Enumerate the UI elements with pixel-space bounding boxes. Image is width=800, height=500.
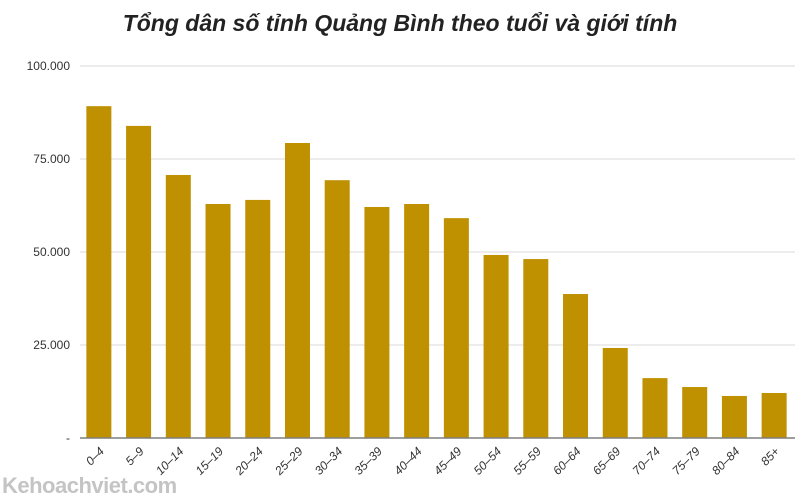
- x-tick-label: 5–9: [123, 444, 147, 468]
- x-tick-label: 70–74: [630, 444, 664, 478]
- x-tick-label: 25–29: [271, 444, 305, 478]
- x-tick-label: 15–19: [193, 444, 227, 478]
- bar: [721, 395, 747, 438]
- x-tick-label: 50–54: [471, 444, 505, 478]
- bar: [324, 180, 350, 439]
- y-tick-label: -: [66, 431, 70, 445]
- x-tick-label: 35–39: [352, 444, 386, 478]
- y-tick-label: 50.000: [33, 245, 70, 259]
- bar: [523, 259, 549, 438]
- bar: [642, 378, 668, 438]
- x-tick-label: 20–24: [232, 444, 266, 478]
- bar: [86, 106, 112, 439]
- x-tick-label: 85+: [758, 444, 782, 468]
- y-tick-label: 100.000: [27, 59, 71, 73]
- bar: [245, 199, 271, 438]
- bar: [284, 143, 310, 438]
- x-tick-label: 65–69: [590, 444, 624, 478]
- bar: [364, 206, 390, 438]
- bar: [404, 204, 430, 438]
- x-tick-label: 80–84: [709, 444, 743, 478]
- chart-title: Tổng dân số tỉnh Quảng Bình theo tuổi và…: [122, 10, 678, 36]
- bar: [602, 347, 628, 438]
- bar: [443, 218, 469, 438]
- bar: [761, 392, 787, 438]
- x-tick-label: 0–4: [83, 444, 107, 468]
- y-tick-label: 75.000: [33, 152, 70, 166]
- x-tick-label: 40–44: [391, 444, 425, 478]
- x-tick-label: 60–64: [550, 444, 584, 478]
- bar: [165, 174, 191, 438]
- x-tick-label: 30–34: [312, 444, 346, 478]
- bar: [205, 204, 231, 438]
- bar: [483, 254, 509, 438]
- x-tick-label: 45–49: [431, 444, 465, 478]
- bar: [563, 294, 589, 438]
- x-tick-label: 55–59: [510, 444, 544, 478]
- bar: [682, 387, 708, 438]
- x-tick-label: 75–79: [669, 444, 703, 478]
- y-tick-label: 25.000: [33, 338, 70, 352]
- bar: [126, 125, 152, 438]
- watermark: Kehoachviet.com: [2, 473, 177, 498]
